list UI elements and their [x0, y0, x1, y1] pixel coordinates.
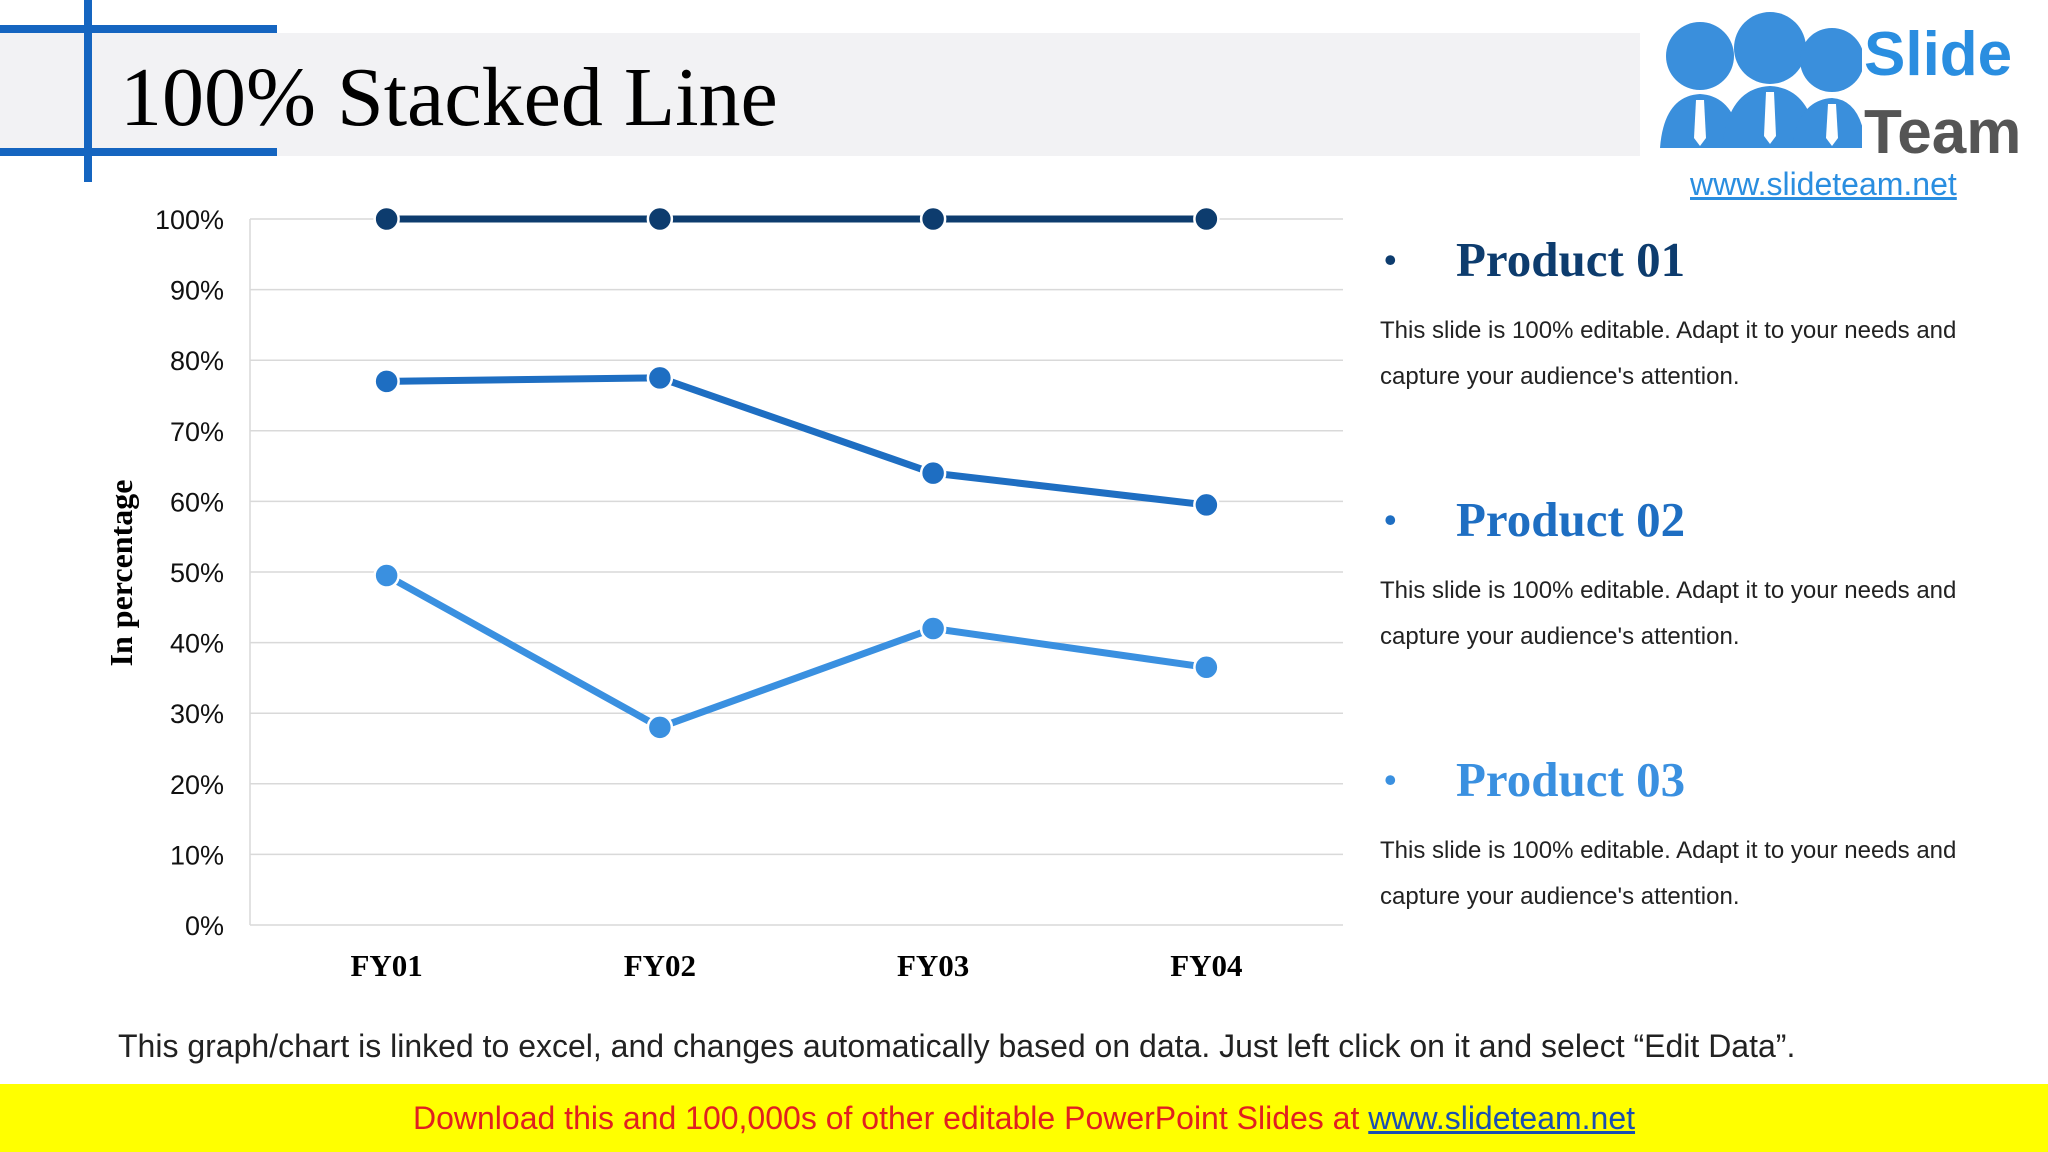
- y-tick-label: 100%: [155, 205, 224, 235]
- series-line-3: [373, 562, 1220, 741]
- series-path: [386, 374, 1207, 509]
- y-tick-label: 60%: [170, 487, 224, 517]
- accent-bar-vertical: [84, 0, 92, 182]
- series-path: [384, 572, 1207, 731]
- series-line-2: [373, 364, 1220, 519]
- data-point: [646, 714, 674, 741]
- data-point: [919, 615, 947, 642]
- legend-item-product-01: • Product 01 This slide is 100% editable…: [1380, 230, 2020, 490]
- y-tick-label: 10%: [170, 840, 224, 870]
- y-tick-label: 90%: [170, 276, 224, 306]
- x-tick-label: FY02: [624, 948, 696, 983]
- bullet-icon: •: [1384, 500, 1397, 540]
- data-point: [1193, 654, 1220, 681]
- footer-link[interactable]: www.slideteam.net: [1368, 1100, 1636, 1136]
- x-axis-ticks: FY01 FY02 FY03 FY04: [350, 948, 1242, 983]
- y-axis-ticks: 0% 10% 20% 30% 40% 50% 60% 70% 80% 90% 100%: [155, 205, 224, 941]
- slideteam-logo[interactable]: Slide Team www.slideteam.net: [1640, 0, 2048, 202]
- footer-banner: Download this and 100,000s of other edit…: [0, 1084, 2048, 1152]
- x-tick-label: FY03: [897, 948, 969, 983]
- legend-description: This slide is 100% editable. Adapt it to…: [1380, 837, 1957, 910]
- y-tick-label: 50%: [170, 558, 224, 588]
- legend-label: Product 03: [1456, 752, 1686, 807]
- data-point: [373, 205, 400, 233]
- data-point: [919, 459, 947, 487]
- data-point: [373, 562, 400, 589]
- data-point: [1193, 491, 1220, 519]
- data-point: [1193, 205, 1220, 233]
- y-tick-label: 30%: [170, 699, 224, 729]
- chart-note: This graph/chart is linked to excel, and…: [118, 1028, 1796, 1064]
- data-point: [646, 364, 674, 392]
- legend-description: This slide is 100% editable. Adapt it to…: [1380, 577, 1957, 650]
- y-axis-label: In percentage: [103, 480, 139, 667]
- bullet-icon: •: [1384, 240, 1397, 280]
- logo-word-slide: Slide: [1864, 20, 2013, 89]
- legend-label: Product 02: [1456, 492, 1686, 547]
- y-tick-label: 0%: [185, 911, 224, 941]
- gridlines: [249, 218, 1343, 926]
- x-tick-label: FY01: [350, 948, 422, 983]
- line-chart: 0%10%20%30%40%50%60%70%80%90%100% FY01 FY…: [103, 205, 1343, 983]
- y-tick-label: 70%: [170, 417, 224, 447]
- y-tick-label: 20%: [170, 770, 224, 800]
- logo-url-link[interactable]: www.slideteam.net: [1690, 166, 1957, 202]
- legend: • Product 01 This slide is 100% editable…: [1380, 230, 2020, 1010]
- data-point: [373, 368, 400, 395]
- footer-message: Download this and 100,000s of other edit…: [412, 1100, 1369, 1136]
- logo-word-team: Team: [1864, 98, 2022, 167]
- legend-description: This slide is 100% editable. Adapt it to…: [1380, 317, 1957, 390]
- title-band: [0, 33, 1640, 156]
- bullet-icon: •: [1384, 760, 1397, 800]
- series-line-1: [373, 205, 1220, 233]
- series-layer: [373, 205, 1220, 741]
- footer-text: Download this and 100,000s of other edit…: [0, 1084, 2048, 1152]
- x-tick-label: FY04: [1170, 948, 1242, 983]
- accent-bar-bottom: [0, 148, 277, 156]
- accent-bar-top: [0, 25, 277, 33]
- y-tick-label: 80%: [170, 346, 224, 376]
- legend-label: Product 01: [1456, 232, 1686, 287]
- data-point: [646, 205, 674, 233]
- legend-item-product-03: • Product 03 This slide is 100% editable…: [1380, 750, 2020, 1010]
- slide-title: 100% Stacked Line: [120, 51, 778, 144]
- y-tick-label: 40%: [170, 629, 224, 659]
- legend-item-product-02: • Product 02 This slide is 100% editable…: [1380, 490, 2020, 750]
- data-point: [919, 205, 947, 233]
- people-icon: [1660, 12, 1862, 148]
